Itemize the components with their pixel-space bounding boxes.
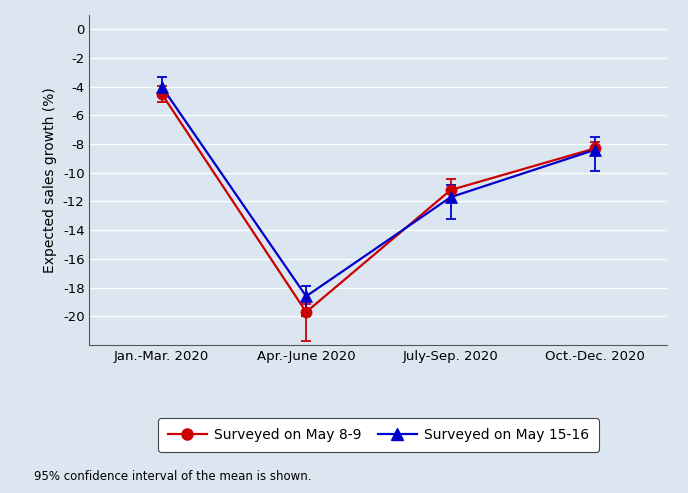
Legend: Surveyed on May 8-9, Surveyed on May 15-16: Surveyed on May 8-9, Surveyed on May 15-…: [158, 418, 599, 452]
Y-axis label: Expected sales growth (%): Expected sales growth (%): [43, 87, 57, 273]
Text: 95% confidence interval of the mean is shown.: 95% confidence interval of the mean is s…: [34, 470, 312, 483]
